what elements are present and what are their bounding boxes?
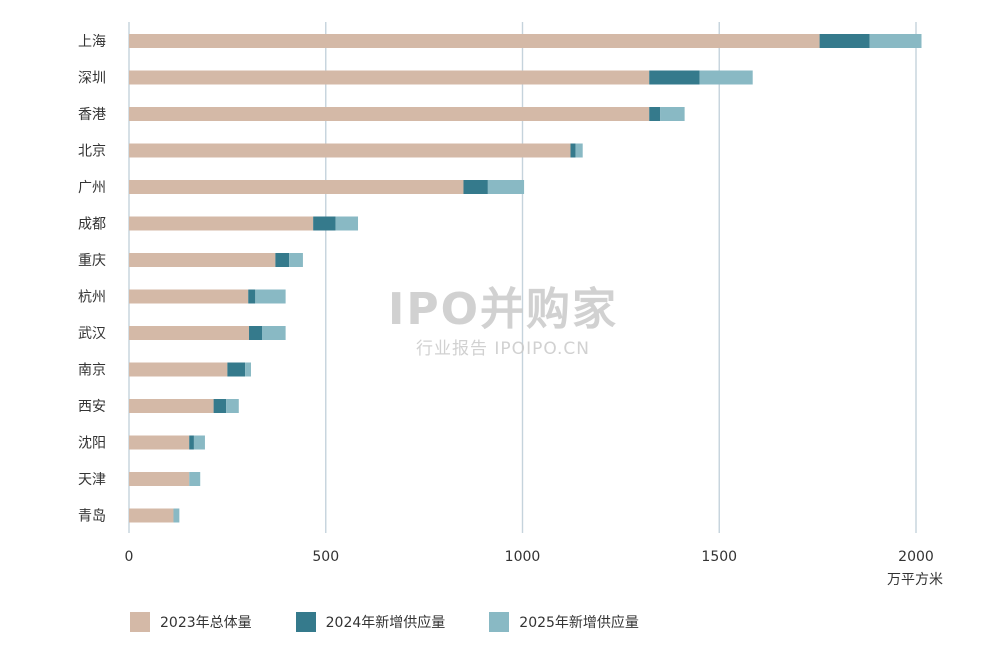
- legend-item-2023: 2023年总体量: [130, 612, 252, 632]
- category-label: 天津: [78, 472, 106, 488]
- bar-南京-series-2: [245, 362, 251, 377]
- category-label: 深圳: [78, 71, 106, 87]
- bar-杭州-series-0: [129, 289, 249, 304]
- bar-广州-series-0: [129, 180, 464, 194]
- category-label: 西安: [78, 399, 106, 415]
- legend-swatch-2023: [130, 612, 150, 632]
- category-label: 北京: [78, 144, 106, 160]
- category-label: 上海: [78, 34, 106, 50]
- category-label: 重庆: [78, 253, 106, 269]
- category-label: 杭州: [78, 290, 106, 306]
- bar-重庆-series-1: [275, 253, 290, 267]
- legend-label-2025: 2025年新增供应量: [519, 615, 639, 631]
- category-label: 成都: [78, 217, 106, 233]
- legend-item-2025: 2025年新增供应量: [489, 612, 639, 632]
- bar-北京-series-2: [575, 143, 583, 158]
- bar-重庆-series-2: [289, 253, 303, 267]
- bar-天津-series-0: [129, 472, 190, 486]
- bar-南京-series-0: [129, 362, 228, 377]
- bar-西安-series-0: [129, 399, 214, 413]
- bar-沈阳-series-2: [193, 435, 205, 450]
- category-label: 武汉: [78, 326, 106, 342]
- bar-深圳-series-0: [129, 70, 650, 85]
- bar-香港-series-2: [660, 107, 685, 121]
- x-tick-0: 0: [125, 549, 134, 565]
- category-label: 香港: [78, 107, 106, 123]
- x-tick-2000: 2000: [898, 549, 934, 565]
- bar-武汉-series-2: [262, 326, 286, 340]
- bar-重庆-series-0: [129, 253, 276, 267]
- bar-天津-series-2: [189, 472, 201, 486]
- bar-青岛-series-0: [129, 508, 174, 523]
- category-label: 沈阳: [78, 436, 106, 452]
- bar-广州-series-2: [487, 180, 525, 194]
- bars: [129, 34, 922, 523]
- bar-杭州-series-1: [248, 289, 256, 304]
- bar-成都-series-0: [129, 216, 314, 231]
- x-axis-unit: 万平方米: [887, 572, 943, 588]
- legend: 2023年总体量 2024年新增供应量 2025年新增供应量: [130, 612, 639, 632]
- bar-西安-series-2: [226, 399, 239, 413]
- bar-深圳-series-1: [649, 70, 700, 85]
- bar-香港-series-0: [129, 107, 650, 121]
- bar-成都-series-2: [335, 216, 359, 231]
- bar-上海-series-1: [819, 34, 870, 48]
- legend-label-2024: 2024年新增供应量: [325, 615, 446, 631]
- legend-item-2024: 2024年新增供应量: [295, 612, 446, 632]
- x-tick-500: 500: [312, 549, 339, 565]
- x-tick-1500: 1500: [701, 549, 737, 565]
- category-label: 青岛: [78, 509, 106, 525]
- bar-北京-series-1: [570, 143, 576, 158]
- bar-南京-series-1: [227, 362, 246, 377]
- legend-label-2023: 2023年总体量: [160, 615, 252, 631]
- bar-广州-series-1: [463, 180, 488, 194]
- gridlines: [128, 22, 917, 533]
- bar-深圳-series-2: [699, 70, 753, 85]
- bar-上海-series-0: [129, 34, 820, 48]
- bar-香港-series-1: [649, 107, 661, 121]
- bar-成都-series-1: [313, 216, 336, 231]
- bar-西安-series-1: [213, 399, 227, 413]
- bar-杭州-series-2: [255, 289, 286, 304]
- bar-武汉-series-0: [129, 326, 250, 340]
- bar-沈阳-series-1: [189, 435, 194, 450]
- legend-swatch-2024: [295, 612, 316, 632]
- x-tick-labels: 0 500 1000 1500 2000: [125, 549, 934, 565]
- x-tick-1000: 1000: [505, 549, 541, 565]
- bar-沈阳-series-0: [129, 435, 190, 450]
- bar-武汉-series-1: [249, 326, 263, 340]
- category-label: 南京: [78, 363, 106, 379]
- category-label: 广州: [78, 180, 106, 196]
- bar-青岛-series-2: [173, 508, 180, 523]
- bar-北京-series-0: [129, 143, 571, 158]
- bar-上海-series-2: [869, 34, 922, 48]
- legend-swatch-2025: [489, 612, 510, 632]
